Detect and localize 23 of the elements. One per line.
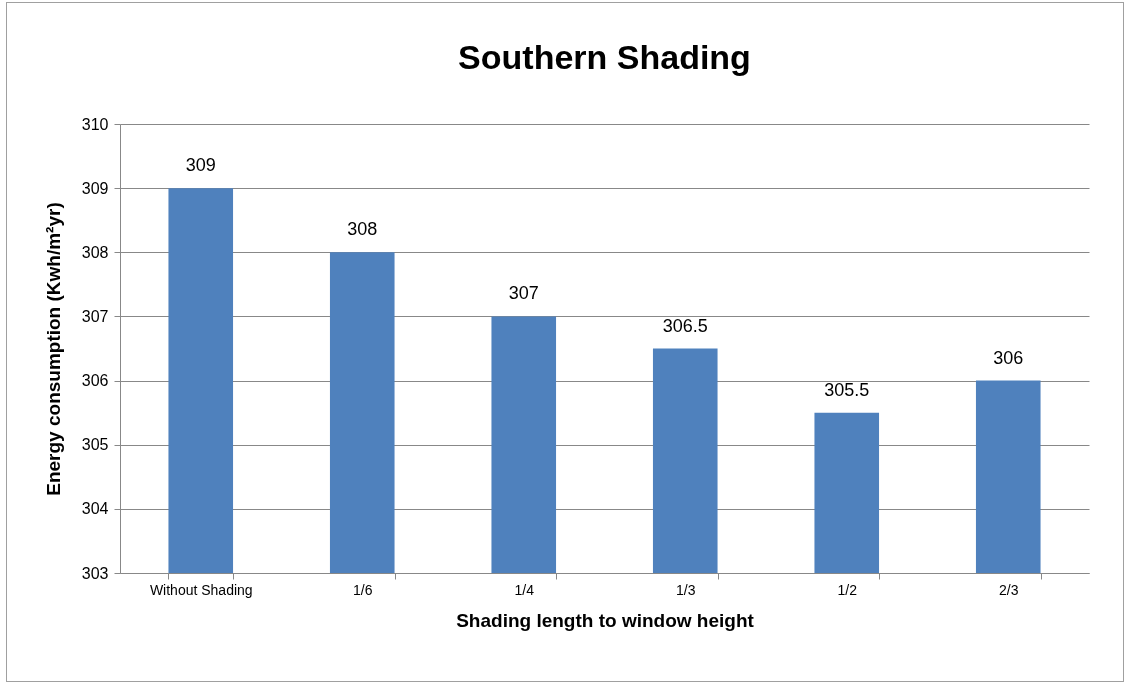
y-tick-label: 305 xyxy=(81,436,109,454)
x-tick-label: 2/3 xyxy=(999,581,1019,598)
data-label: 306.5 xyxy=(662,315,708,336)
x-axis-title: Shading length to window height xyxy=(456,609,755,631)
y-tick-label: 310 xyxy=(81,115,109,133)
data-label: 307 xyxy=(508,283,539,304)
y-tick-label: 308 xyxy=(81,243,109,261)
y-tick-label: 309 xyxy=(81,179,109,197)
y-tick-label: 307 xyxy=(81,307,109,325)
data-label: 309 xyxy=(185,155,216,176)
x-tick-label: 1/4 xyxy=(514,581,535,598)
y-tick-label: 306 xyxy=(81,372,109,390)
x-tick-label: 1/6 xyxy=(353,581,373,598)
data-label: 308 xyxy=(347,219,378,240)
y-tick-label: 303 xyxy=(81,564,109,582)
chart-title: Southern Shading xyxy=(458,38,751,76)
y-tick-label: 304 xyxy=(81,500,109,518)
x-tick-label: Without Shading xyxy=(149,581,253,598)
data-label: 305.5 xyxy=(824,379,870,400)
data-label: 306 xyxy=(993,347,1024,368)
x-tick-label: 1/2 xyxy=(837,581,858,598)
x-tick-label: 1/3 xyxy=(676,581,696,598)
y-axis-title: Energy consumption (Kwh/m²yr) xyxy=(42,202,64,496)
